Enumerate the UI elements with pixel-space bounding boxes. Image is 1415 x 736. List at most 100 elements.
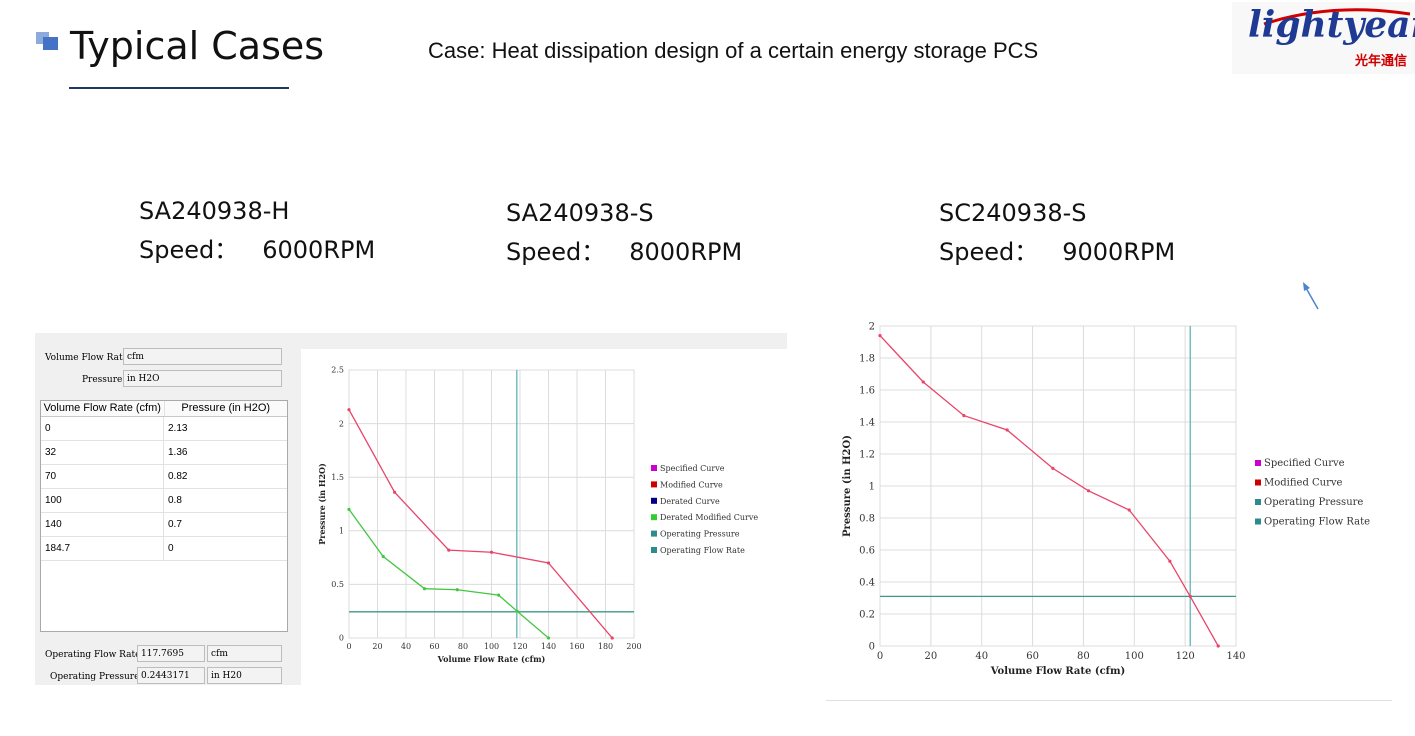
legend-swatch — [1255, 518, 1261, 525]
data-point — [962, 414, 966, 418]
cell-pressure[interactable]: 2.13 — [168, 423, 188, 434]
data-point — [1127, 508, 1131, 512]
table-row[interactable]: 140 0.7 — [41, 513, 287, 537]
table-row[interactable]: 0 2.13 — [41, 417, 287, 441]
data-point — [546, 636, 551, 640]
cell-flow[interactable]: 70 — [41, 465, 164, 488]
x-tick-label: 20 — [372, 642, 382, 651]
x-tick-label: 100 — [1125, 651, 1144, 662]
x-tick-label: 60 — [1026, 651, 1039, 662]
flow-pressure-table: Volume Flow Rate (cfm) Pressure (in H2O)… — [40, 400, 288, 632]
page-title: Typical Cases — [70, 24, 325, 68]
y-tick-label: 0.5 — [331, 580, 344, 589]
table-row[interactable]: 32 1.36 — [41, 441, 287, 465]
x-axis-label: Volume Flow Rate (cfm) — [437, 654, 546, 664]
data-point — [422, 587, 427, 591]
table-row[interactable]: 70 0.82 — [41, 465, 287, 489]
cell-pressure[interactable]: 0 — [168, 543, 174, 554]
fan-model-3: SC240938-S — [939, 199, 1087, 227]
x-tick-label: 80 — [458, 642, 468, 651]
y-tick-label: 1.2 — [859, 449, 875, 460]
legend-entry: Operating Pressure — [660, 530, 740, 539]
y-tick-label: 2 — [869, 321, 875, 332]
data-point — [489, 550, 494, 554]
y-tick-label: 0.2 — [859, 609, 875, 620]
data-point — [1005, 428, 1009, 432]
cell-flow[interactable]: 32 — [41, 441, 164, 464]
data-point — [1086, 489, 1091, 493]
cell-flow[interactable]: 184.7 — [41, 537, 164, 560]
fan-speed-1: Speed： 6000RPM — [139, 230, 375, 265]
company-logo: lightyear 光年通信 — [1232, 2, 1415, 74]
series-line — [348, 409, 613, 639]
x-tick-label: 120 — [512, 642, 527, 651]
cell-flow[interactable]: 0 — [41, 417, 164, 440]
fan-model-1: SA240938-H — [139, 197, 290, 225]
operating-pressure-unit-field[interactable]: in H20 — [207, 667, 282, 684]
legend-entry: Modified Curve — [660, 480, 723, 489]
legend-entry: Operating Flow Rate — [660, 546, 745, 555]
fan-model-2: SA240938-S — [506, 199, 654, 227]
legend-swatch — [651, 465, 657, 471]
legend-swatch — [1255, 499, 1261, 505]
table-body: 0 2.13 32 1.36 70 0.82 100 0.8 140 0.7 184.7 0 — [41, 417, 287, 561]
column-header-flow[interactable]: Volume Flow Rate (cfm) — [41, 401, 165, 416]
legend-swatch — [1255, 460, 1261, 466]
fan-speed-label: Speed： — [506, 238, 606, 266]
flow-unit-field[interactable]: cfm — [123, 348, 282, 365]
table-row[interactable]: 184.7 0 — [41, 537, 287, 561]
cell-flow[interactable]: 140 — [41, 513, 164, 536]
table-header: Volume Flow Rate (cfm) Pressure (in H2O) — [41, 401, 287, 417]
data-point — [347, 507, 351, 511]
legend-swatch — [651, 481, 657, 488]
cell-pressure[interactable]: 0.7 — [168, 519, 182, 530]
operating-flow-label: Operating Flow Rate — [45, 650, 141, 660]
data-point — [515, 609, 519, 613]
legend-entry: Modified Curve — [1264, 478, 1343, 489]
y-tick-label: 2 — [339, 419, 344, 428]
x-tick-label: 0 — [877, 651, 883, 662]
legend-entry: Derated Modified Curve — [660, 513, 758, 522]
data-point — [921, 380, 925, 384]
table-row[interactable]: 100 0.8 — [41, 489, 287, 513]
operating-flow-unit-field[interactable]: cfm — [207, 645, 282, 662]
cell-pressure[interactable]: 0.82 — [168, 471, 188, 482]
x-tick-label: 20 — [924, 651, 937, 662]
column-header-pressure[interactable]: Pressure (in H2O) — [181, 402, 271, 414]
fan-speed-2: Speed： 8000RPM — [506, 232, 742, 267]
y-tick-label: 0 — [869, 641, 875, 652]
logo-swoosh-icon — [1263, 8, 1411, 26]
y-axis-label: Pressure (in H2O) — [842, 435, 853, 537]
cell-flow[interactable]: 100 — [41, 489, 164, 512]
x-tick-label: 100 — [484, 642, 499, 651]
y-tick-label: 1.4 — [859, 417, 875, 428]
y-tick-label: 2.5 — [331, 366, 344, 375]
legend-swatch — [651, 497, 657, 504]
y-tick-label: 0.4 — [859, 577, 875, 588]
legend-swatch — [651, 514, 657, 521]
y-tick-label: 1 — [869, 481, 875, 492]
legend-entry: Specified Curve — [1264, 458, 1345, 469]
cell-pressure[interactable]: 0.8 — [168, 495, 182, 506]
x-tick-label: 40 — [401, 642, 411, 651]
fan-speed-value: 9000RPM — [1062, 238, 1176, 266]
pressure-unit-field[interactable]: in H2O — [123, 370, 282, 387]
legend-entry: Operating Pressure — [1264, 497, 1363, 508]
bottom-divider — [826, 700, 1392, 701]
legend-entry: Specified Curve — [660, 464, 725, 473]
x-tick-label: 200 — [626, 642, 641, 651]
legend-entry: Operating Flow Rate — [1264, 517, 1370, 528]
operating-flow-field[interactable]: 117.7695 — [137, 645, 205, 662]
cell-pressure[interactable]: 1.36 — [168, 447, 188, 458]
x-axis-label: Volume Flow Rate (cfm) — [990, 666, 1126, 677]
legend-entry: Derated Curve — [660, 497, 720, 506]
fan-speed-value: 8000RPM — [629, 238, 743, 266]
data-point — [497, 593, 501, 597]
logo-subtext: 光年通信 — [1354, 53, 1407, 68]
operating-pressure-field[interactable]: 0.2443171 — [137, 667, 205, 684]
legend-swatch — [651, 530, 657, 537]
fan-speed-label: Speed： — [139, 236, 239, 264]
data-point — [347, 408, 351, 412]
